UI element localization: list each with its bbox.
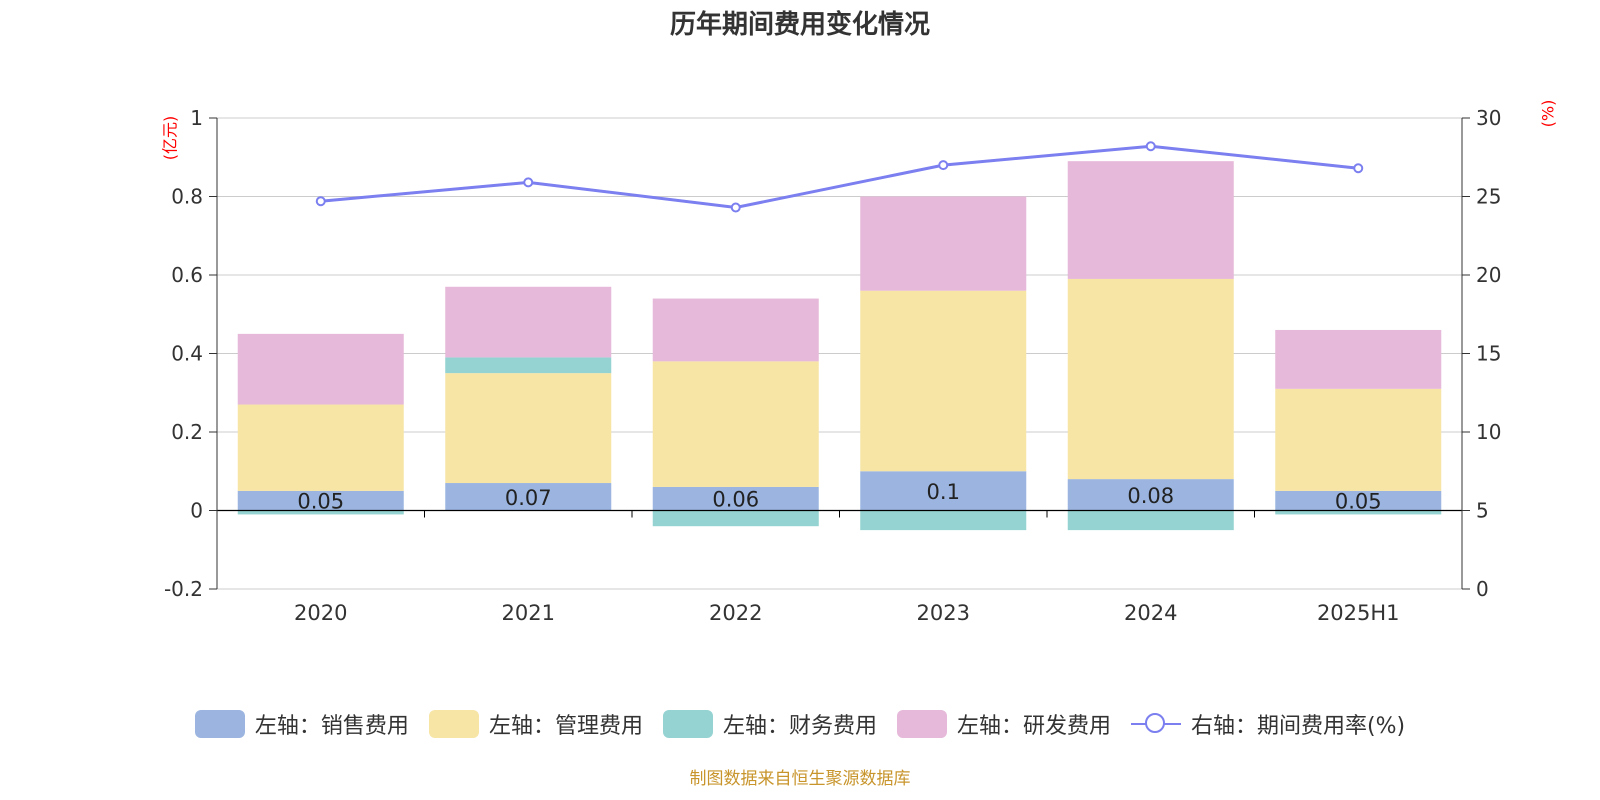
bar-segment [860,471,1027,511]
right-axis-tick-label: 30 [1476,106,1501,130]
legend-item-rate[interactable]: 右轴：期间费用率(%) [1130,708,1406,740]
left-axis-tick-label: 0.4 [171,342,203,366]
rate-point [315,196,326,207]
bar-segment [1275,490,1442,511]
bar-data-label: 0.1 [927,480,960,504]
bar-segment [1067,161,1234,279]
bar-segment [652,361,819,487]
bar-segment [652,486,819,511]
right-axis-tick-label: 25 [1476,185,1501,209]
left-axis-tick-label: -0.2 [164,577,203,601]
bar-segment [860,510,1027,531]
bar-segment [1067,479,1234,511]
bar-segment [445,286,612,358]
bar-segment [1067,510,1234,531]
right-axis-tick-label: 20 [1476,263,1501,287]
x-axis-category-label: 2025H1 [1317,601,1400,625]
bar-segment [652,298,819,362]
legend-swatch-admin [428,710,479,738]
rate-point [523,177,534,188]
left-axis-tick-label: 1 [190,106,203,130]
bar-segment [1275,329,1442,389]
legend-label-finance: 左轴：财务费用 [722,714,877,739]
legend-label-rd: 左轴：研发费用 [956,714,1111,739]
bar-data-label: 0.06 [712,488,759,512]
legend-label-sales: 左轴：销售费用 [254,714,409,739]
bar-segment [1275,510,1442,515]
bar-segment [445,357,612,374]
right-axis-tick-label: 10 [1476,420,1501,444]
bar-segment [860,196,1027,291]
left-axis-tick-label: 0.2 [171,420,203,444]
bar-segment [860,290,1027,472]
right-axis-tick-label: 15 [1476,342,1501,366]
x-axis-category-label: 2020 [294,601,347,625]
bar-segment [445,483,612,511]
legend-swatch-rate [1130,710,1181,738]
left-axis-tick-label: 0.6 [171,263,203,287]
rate-point [1353,163,1364,174]
rate-point [938,160,949,171]
x-axis-category-label: 2024 [1124,601,1177,625]
legend-swatch-finance [662,710,713,738]
bar-data-label: 0.07 [505,486,552,510]
x-axis-category-label: 2021 [502,601,555,625]
bar-segment [237,333,404,405]
legend-label-admin: 左轴：管理费用 [488,714,643,739]
legend-item-rd[interactable]: 左轴：研发费用 [896,708,1111,740]
left-axis-tick-label: 0.8 [171,185,203,209]
x-axis-category-label: 2022 [709,601,762,625]
legend-swatch-rd [896,710,947,738]
bar-data-label: 0.05 [1335,490,1382,514]
bar-segment [1275,388,1442,491]
bar-segment [652,510,819,527]
legend-swatch-sales [194,710,245,738]
legend-item-sales[interactable]: 左轴：销售费用 [194,708,409,740]
rate-point [730,202,741,213]
rate-point [1145,141,1156,152]
bar-segment [237,404,404,491]
right-axis-tick-label: 5 [1476,499,1489,523]
legend-item-admin[interactable]: 左轴：管理费用 [428,708,643,740]
bar-data-label: 0.08 [1127,484,1174,508]
legend-label-rate: 右轴：期间费用率(%) [1190,714,1406,739]
bar-segment [445,373,612,484]
bar-segment [237,490,404,511]
legend: 左轴：销售费用 左轴：管理费用 左轴：财务费用 左轴：研发费用 右轴：期间费用率… [0,708,1600,740]
legend-item-finance[interactable]: 左轴：财务费用 [662,708,877,740]
rate-line [320,144,1359,210]
bar-segment [1067,278,1234,480]
bar-data-label: 0.05 [297,490,344,514]
data-source-note: 制图数据来自恒生聚源数据库 [689,769,911,789]
bar-segment [237,510,404,515]
chart-title: 历年期间费用变化情况 [669,10,930,40]
right-axis-tick-label: 0 [1476,577,1489,601]
x-axis-category-label: 2023 [917,601,970,625]
left-axis-tick-label: 0 [190,499,203,523]
